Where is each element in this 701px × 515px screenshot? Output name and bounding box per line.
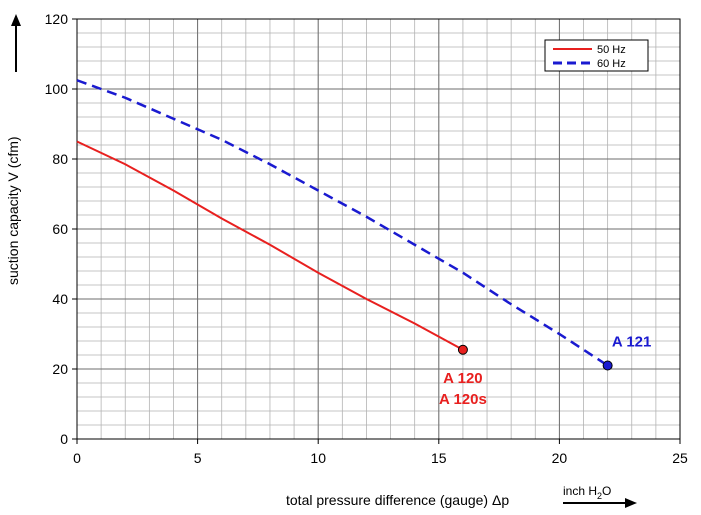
y-tick-label: 80: [52, 151, 68, 167]
x-axis-unit-tail: O: [602, 484, 611, 498]
y-axis-label: suction capacity V (cfm): [5, 136, 21, 285]
x-axis-ticks: 0 5 10 15 20 25: [73, 439, 688, 466]
y-tick-label: 0: [60, 431, 68, 447]
legend: 50 Hz 60 Hz: [544, 39, 649, 72]
legend-box: [544, 39, 649, 72]
x-tick-label: 15: [431, 450, 447, 466]
y-tick-label: 40: [52, 291, 68, 307]
annotation-label: A 120: [443, 370, 482, 387]
major-grid: [76, 18, 681, 440]
series-end-marker-1: [602, 360, 613, 371]
x-tick-label: 20: [552, 450, 568, 466]
y-axis-ticks: 0 20 40 60 80 100 120: [45, 11, 77, 447]
x-axis-arrowhead: [625, 498, 637, 508]
series-line-0: [76, 140, 464, 351]
x-axis-unit-subscript: 2: [597, 491, 602, 501]
x-axis-label: total pressure difference (gauge) Δp: [286, 492, 509, 508]
y-tick-label: 100: [45, 81, 69, 97]
series-line-1: [76, 79, 609, 367]
x-axis-unit-base: inch H: [563, 484, 597, 498]
series-lines: [76, 79, 609, 367]
annotations: A 120 A 120s A 121: [439, 334, 651, 408]
annotation-label: A 120s: [439, 391, 487, 408]
x-tick-label: 25: [672, 450, 688, 466]
series-end-marker-0: [457, 344, 468, 355]
x-axis-unit: inch H2O: [563, 484, 611, 501]
x-tick-label: 0: [73, 450, 81, 466]
x-tick-label: 10: [310, 450, 326, 466]
legend-label-60hz: 60 Hz: [597, 58, 626, 70]
y-tick-label: 20: [52, 361, 68, 377]
y-tick-label: 60: [52, 221, 68, 237]
annotation-label: A 121: [612, 334, 651, 351]
y-axis-arrowhead: [11, 14, 21, 26]
legend-label-50hz: 50 Hz: [597, 44, 626, 56]
end-markers: [457, 344, 613, 371]
x-tick-label: 5: [194, 450, 202, 466]
y-tick-label: 120: [45, 11, 69, 27]
